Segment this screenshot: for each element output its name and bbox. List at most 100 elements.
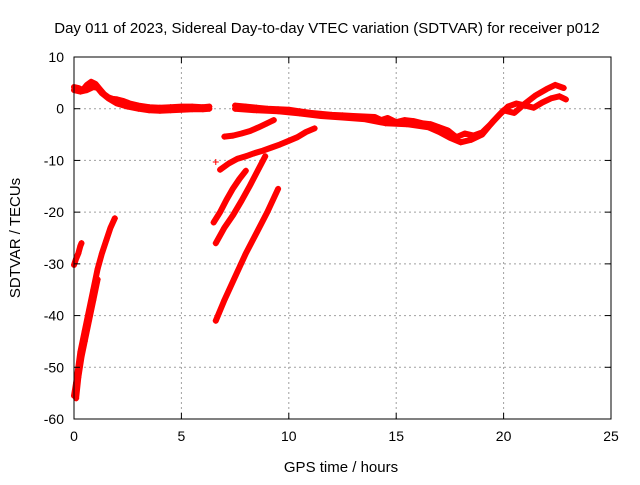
data-point	[560, 85, 567, 92]
data-point	[318, 112, 325, 119]
data-point	[547, 95, 554, 102]
data-point	[270, 117, 277, 124]
data-point	[135, 105, 142, 112]
data-point	[221, 224, 228, 231]
x-axis-label: GPS time / hours	[284, 459, 398, 476]
x-tick-label: 15	[388, 428, 404, 444]
x-tick-label: 5	[178, 428, 186, 444]
data-point	[275, 108, 282, 115]
data-point	[436, 128, 443, 135]
data-point	[113, 100, 120, 107]
data-point	[513, 100, 520, 107]
data-point	[268, 144, 275, 151]
series-trace-12	[73, 276, 101, 402]
data-point	[107, 224, 114, 231]
data-series-7	[212, 185, 282, 324]
data-point	[384, 115, 391, 122]
data-point	[94, 85, 101, 92]
y-tick-label: -10	[44, 152, 64, 168]
data-point	[461, 130, 468, 137]
data-point	[189, 106, 196, 113]
data-point	[124, 103, 131, 110]
y-tick-label: -30	[44, 256, 64, 272]
data-point	[511, 109, 518, 116]
data-point	[229, 212, 236, 219]
data-point	[552, 81, 559, 88]
data-point	[105, 95, 112, 102]
data-point	[167, 107, 174, 114]
data-point	[311, 125, 318, 132]
data-point	[77, 88, 84, 95]
data-point	[78, 353, 85, 360]
data-series-1	[71, 83, 213, 114]
x-tick-label: 20	[496, 428, 512, 444]
data-point	[264, 209, 271, 216]
data-series-2	[232, 93, 569, 141]
data-point	[425, 124, 432, 131]
data-point	[229, 132, 236, 139]
data-point	[339, 114, 346, 121]
data-point	[302, 128, 309, 135]
data-point	[156, 107, 163, 114]
data-point	[275, 185, 282, 192]
data-point	[382, 120, 389, 127]
data-point	[262, 153, 269, 160]
data-point	[234, 155, 241, 162]
y-tick-label: 10	[48, 49, 64, 65]
data-point	[90, 83, 97, 90]
data-point	[260, 147, 267, 154]
data-point	[225, 160, 232, 167]
data-point	[232, 105, 239, 112]
data-point	[86, 317, 93, 324]
series-trace-4	[221, 117, 277, 140]
data-series-4	[221, 117, 277, 140]
data-series-6	[212, 153, 269, 247]
data-point	[236, 176, 243, 183]
data-point	[360, 116, 367, 123]
data-point	[294, 134, 301, 141]
data-point	[81, 338, 88, 345]
data-point	[78, 240, 85, 247]
axis-ticks: 0 5 10 15 20 25 -60 -50 -40 -30 -20 -10 0 10	[44, 49, 619, 444]
data-point	[229, 185, 236, 192]
data-point	[296, 110, 303, 117]
data-point	[75, 250, 82, 257]
y-tick-label: 0	[56, 101, 64, 117]
data-point	[212, 240, 219, 247]
data-point	[285, 137, 292, 144]
data-point	[403, 121, 410, 128]
data-point	[242, 153, 249, 160]
data-point	[253, 107, 260, 114]
data-series-12	[73, 276, 101, 402]
data-point	[90, 297, 97, 304]
series-trace-8	[210, 167, 249, 226]
data-point	[562, 96, 569, 103]
data-point	[277, 141, 284, 148]
plot-frame	[73, 56, 612, 420]
y-tick-label: -50	[44, 359, 64, 375]
data-point	[221, 133, 228, 140]
data-point	[212, 158, 219, 165]
data-point	[446, 134, 453, 141]
data-point	[75, 374, 82, 381]
y-tick-label: -60	[44, 411, 64, 427]
data-point	[543, 86, 550, 93]
data-point	[255, 165, 262, 172]
y-tick-label: -20	[44, 204, 64, 220]
data-point	[217, 166, 224, 173]
grid	[74, 57, 611, 419]
data-point	[88, 78, 95, 85]
data-point	[530, 104, 537, 111]
plot-data	[71, 78, 569, 402]
data-series-9	[212, 158, 219, 165]
data-point	[264, 120, 271, 127]
data-point	[212, 317, 219, 324]
data-point	[238, 130, 245, 137]
chart-title: Day 011 of 2023, Sidereal Day-to-day VTE…	[54, 20, 600, 37]
series-trace-5	[217, 125, 318, 173]
y-tick-label: -40	[44, 308, 64, 324]
data-point	[479, 131, 486, 138]
data-point	[468, 136, 475, 143]
